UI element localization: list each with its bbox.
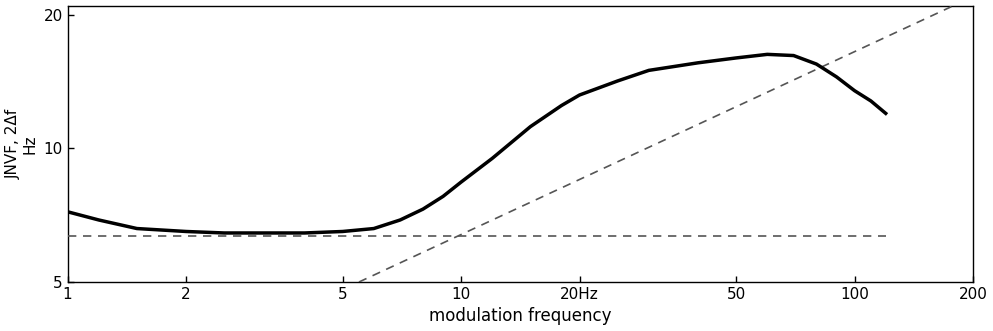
X-axis label: modulation frequency: modulation frequency xyxy=(429,307,612,325)
Y-axis label: JNVF, 2Δf
Hz: JNVF, 2Δf Hz xyxy=(6,109,38,179)
